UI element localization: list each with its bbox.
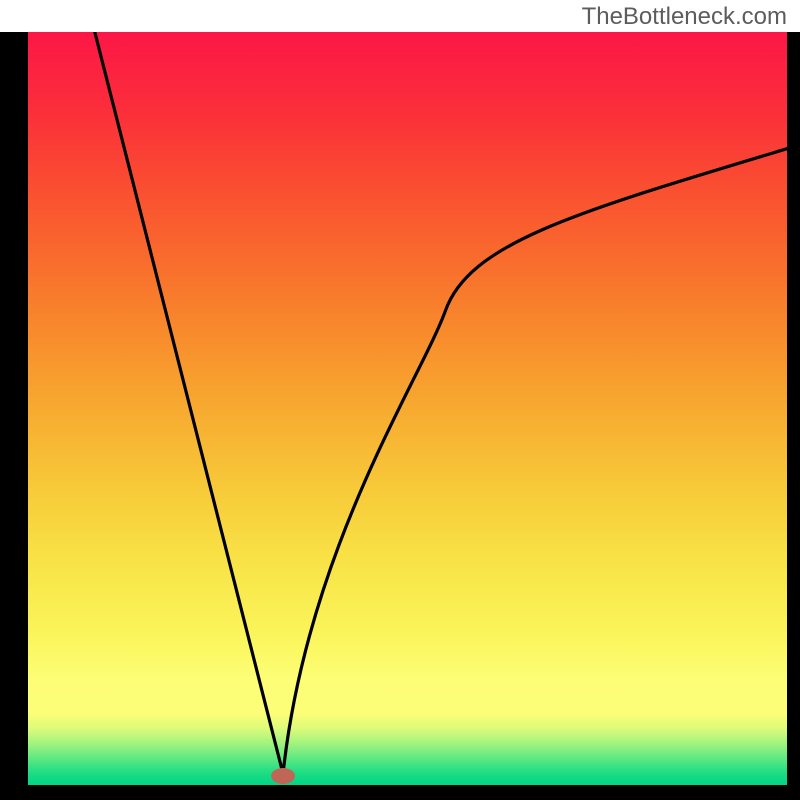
frame-right [787,32,800,785]
plot-area [28,32,787,785]
frame-left [0,32,28,785]
watermark-text: TheBottleneck.com [582,3,787,31]
bottleneck-curve [95,32,787,774]
curve-layer [28,32,787,785]
frame-bottom [0,785,800,800]
minimum-marker [271,768,295,784]
chart-container: TheBottleneck.com [0,0,800,800]
